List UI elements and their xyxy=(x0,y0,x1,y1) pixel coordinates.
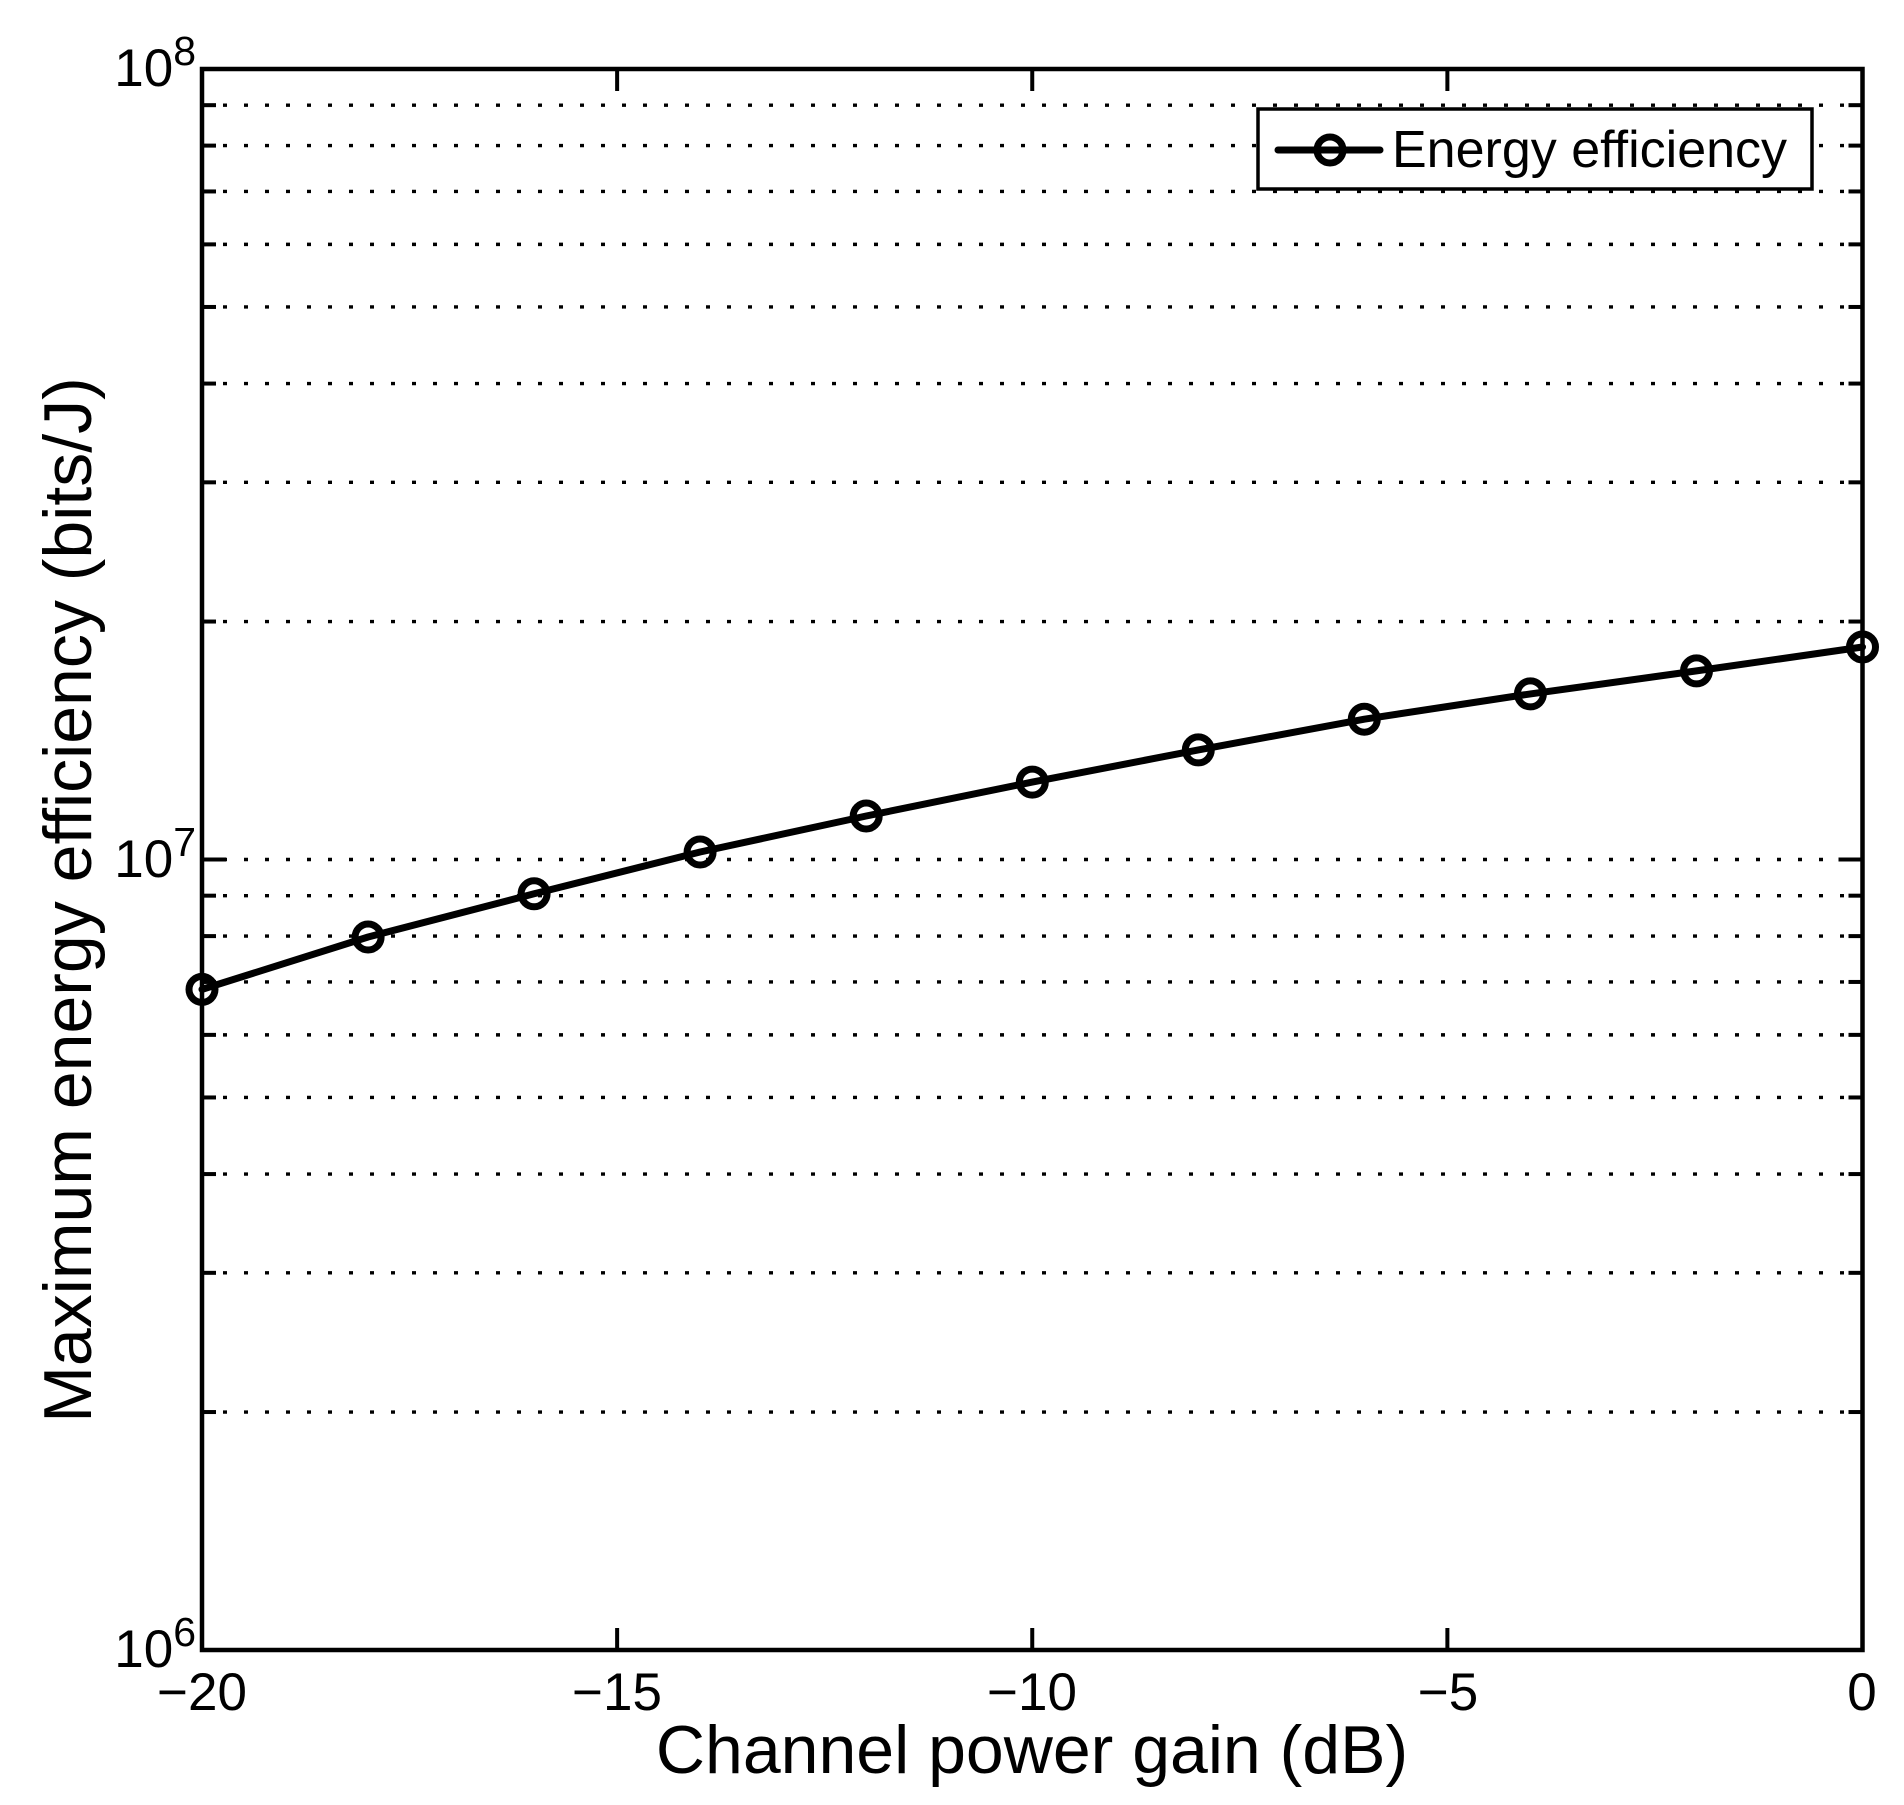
y-tick-base: 10 xyxy=(114,830,174,889)
x-tick-label: −10 xyxy=(987,1663,1077,1722)
y-tick-exponent: 7 xyxy=(173,819,196,865)
x-tick-label: −20 xyxy=(157,1663,247,1722)
y-tick-label-1e7: 107 xyxy=(114,822,196,890)
legend-label: Energy efficiency xyxy=(1392,121,1788,179)
y-tick-label-1e6: 106 xyxy=(114,1612,196,1680)
data-point-marker xyxy=(1015,765,1049,799)
data-point-marker xyxy=(683,835,717,869)
data-point-marker xyxy=(517,877,551,911)
y-tick-exponent: 6 xyxy=(173,1609,196,1655)
x-tick-label: −5 xyxy=(1417,1663,1479,1722)
legend-marker-icon xyxy=(1313,133,1347,167)
data-point-marker xyxy=(351,920,385,954)
data-point-marker xyxy=(1680,654,1713,688)
y-tick-base: 10 xyxy=(114,39,174,98)
y-axis-title: Maximum energy efficiency (bits/J) xyxy=(30,377,106,1423)
series-line xyxy=(198,643,1866,993)
y-tick-label-1e8: 108 xyxy=(114,31,196,99)
data-point-marker xyxy=(185,972,219,1006)
axes-border xyxy=(199,66,1865,1653)
data-point-marker xyxy=(1513,677,1547,711)
data-point-marker xyxy=(849,799,883,833)
x-tick-label: −15 xyxy=(572,1663,662,1722)
x-tick-label: 0 xyxy=(1847,1663,1877,1722)
y-tick-base: 10 xyxy=(114,1620,174,1679)
data-point-marker xyxy=(1181,733,1215,767)
data-point-marker xyxy=(1347,702,1381,736)
data-point-marker xyxy=(1846,630,1879,664)
y-tick-exponent: 8 xyxy=(173,28,196,74)
x-axis-title: Channel power gain (dB) xyxy=(655,1712,1409,1788)
